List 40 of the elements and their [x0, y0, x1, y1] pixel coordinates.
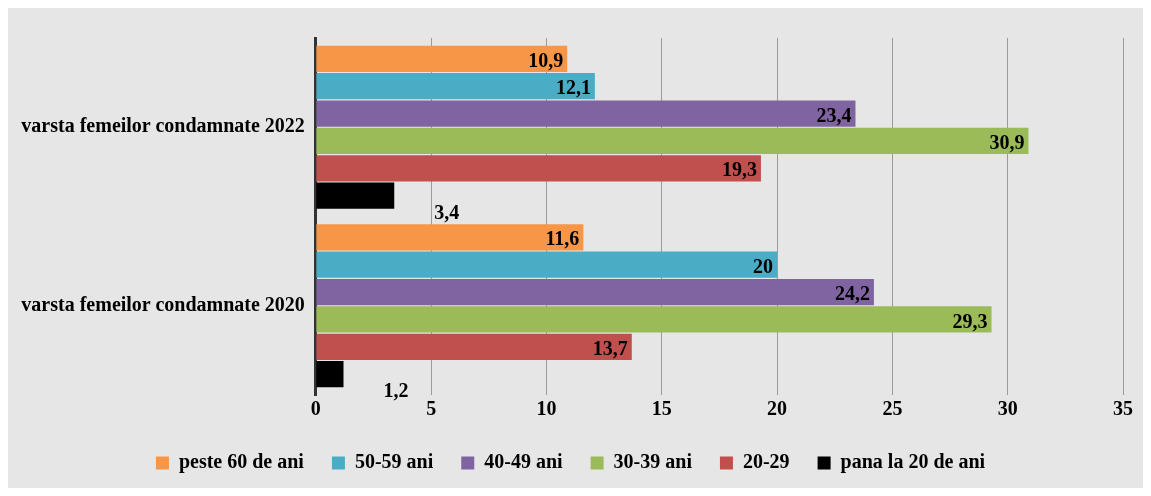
x-tick-label: 25: [882, 397, 903, 420]
x-tick-label: 15: [651, 397, 672, 420]
bar: [316, 333, 632, 360]
bar: [316, 73, 595, 100]
data-label: 23,4: [816, 103, 852, 126]
bar: [316, 251, 778, 278]
bar: [316, 182, 395, 209]
data-label: 12,1: [555, 76, 591, 99]
data-label: 30,9: [989, 131, 1025, 154]
x-tick-label: 10: [536, 397, 557, 420]
legend-label: 30-39 ani: [613, 450, 693, 473]
bar: [316, 100, 856, 127]
data-label: 24,2: [834, 282, 870, 305]
bar: [316, 306, 992, 333]
legend-label: peste 60 de ani: [178, 450, 305, 474]
y-tick-label: varsta femeilor condamnate 2020: [21, 292, 305, 315]
bar: [316, 361, 344, 388]
legend-label: 20-29: [742, 450, 790, 473]
bar: [316, 278, 874, 306]
legend-label: pana la 20 de ani: [840, 450, 986, 474]
legend-label: 40-49 ani: [484, 450, 564, 473]
bar: [316, 155, 761, 182]
legend-label: 50-59 ani: [354, 450, 434, 473]
x-tick-label: 20: [767, 397, 788, 420]
y-tick-label: varsta femeilor condamnate 2022: [21, 114, 305, 137]
data-label: 20: [753, 254, 774, 277]
x-tick-label: 0: [310, 397, 321, 420]
data-label: 3,4: [434, 200, 460, 223]
x-tick-label: 5: [426, 397, 437, 420]
x-tick-label: 30: [997, 397, 1018, 420]
bar: [316, 224, 584, 251]
data-label: 29,3: [952, 309, 988, 332]
bar: [316, 45, 568, 72]
data-label: 1,2: [383, 379, 409, 402]
data-label: 19,3: [721, 158, 757, 181]
data-label: 11,6: [545, 227, 580, 250]
x-tick-label: 35: [1113, 397, 1133, 420]
data-label: 13,7: [592, 336, 628, 359]
data-label: 10,9: [528, 49, 564, 71]
bar: [316, 127, 1029, 155]
